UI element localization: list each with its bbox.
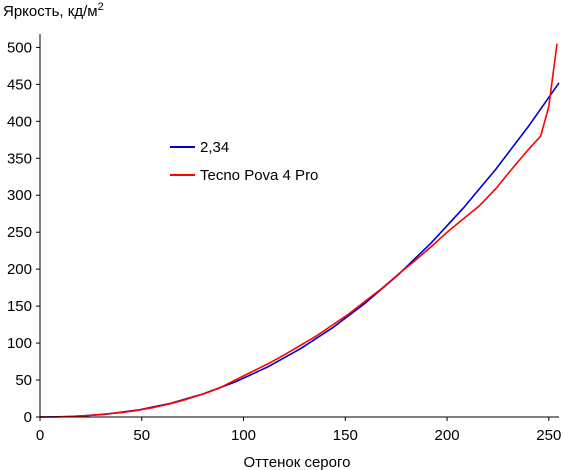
series-line-1 <box>39 82 560 418</box>
y-tick-label: 500 <box>7 39 32 56</box>
y-tick-label: 150 <box>7 298 32 315</box>
x-axis-title: Оттенок серого <box>244 454 351 470</box>
y-tick-label: 450 <box>7 76 32 93</box>
x-tick-label: 250 <box>536 427 561 444</box>
y-axis-title-text: Яркость, кд/м <box>3 3 98 20</box>
y-tick-label: 200 <box>7 261 32 278</box>
y-tick-label: 400 <box>7 113 32 130</box>
legend: 2,34 Tecno Pova 4 Pro <box>170 139 318 184</box>
y-tick-label: 50 <box>15 372 32 389</box>
y-tick-label: 300 <box>7 187 32 204</box>
plot-area <box>39 43 560 418</box>
x-tick-label: 150 <box>333 427 358 444</box>
x-tick-label: 100 <box>231 427 256 444</box>
x-tick-label: 0 <box>36 427 44 444</box>
y-tick-label: 100 <box>7 335 32 352</box>
x-tick-label: 50 <box>133 427 150 444</box>
y-tick-label: 0 <box>24 409 32 426</box>
x-tick-label: 200 <box>435 427 460 444</box>
y-tick-label: 250 <box>7 224 32 241</box>
legend-label-1: 2,34 <box>200 139 229 156</box>
x-axis: 0 50 100 150 200 250 <box>36 416 561 444</box>
series-line-2 <box>40 43 558 418</box>
y-axis-title-superscript: 2 <box>98 1 104 13</box>
y-axis-title: Яркость, кд/м2 <box>3 1 104 20</box>
legend-label-2: Tecno Pova 4 Pro <box>200 167 318 184</box>
y-tick-label: 350 <box>7 150 32 167</box>
y-axis: 0 50 100 150 200 250 300 350 400 450 500 <box>7 34 41 426</box>
